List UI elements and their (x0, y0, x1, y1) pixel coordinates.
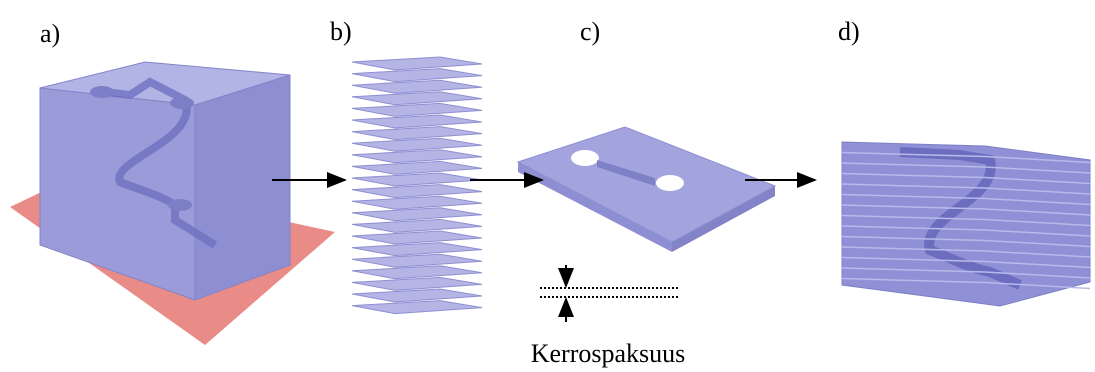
panel-label: c) (580, 17, 600, 46)
panel-d (842, 142, 1090, 306)
box-front (40, 88, 195, 300)
slice (352, 57, 482, 70)
slice (352, 115, 482, 128)
slice (352, 150, 482, 163)
panel-label: a) (40, 19, 60, 48)
hole (656, 175, 684, 191)
panel-c: Kerrospaksuus (518, 127, 775, 368)
panel-a (10, 62, 335, 345)
slice (352, 196, 482, 209)
slice (352, 243, 482, 256)
channel-port (170, 97, 194, 109)
slice (352, 231, 482, 244)
box-side (195, 75, 290, 300)
slice (352, 219, 482, 232)
slice (352, 92, 482, 105)
panel-label: b) (330, 17, 352, 46)
slice (352, 161, 482, 174)
panel-label: d) (838, 17, 860, 46)
slice (352, 301, 482, 314)
slice (352, 103, 482, 116)
channel-port (168, 199, 192, 211)
slice (352, 208, 482, 221)
slice (352, 289, 482, 302)
slice (352, 138, 482, 151)
channel-port (90, 86, 114, 98)
slice (352, 277, 482, 290)
panel-b (352, 57, 482, 314)
slice (352, 127, 482, 140)
slice (352, 80, 482, 93)
slice (352, 254, 482, 267)
slice (352, 266, 482, 279)
figure: Kerrospaksuus a) b) c) d) (0, 0, 1095, 372)
slice (352, 173, 482, 186)
thickness-label: Kerrospaksuus (531, 339, 686, 368)
slice (352, 69, 482, 82)
hole (571, 150, 599, 166)
slice (352, 185, 482, 198)
